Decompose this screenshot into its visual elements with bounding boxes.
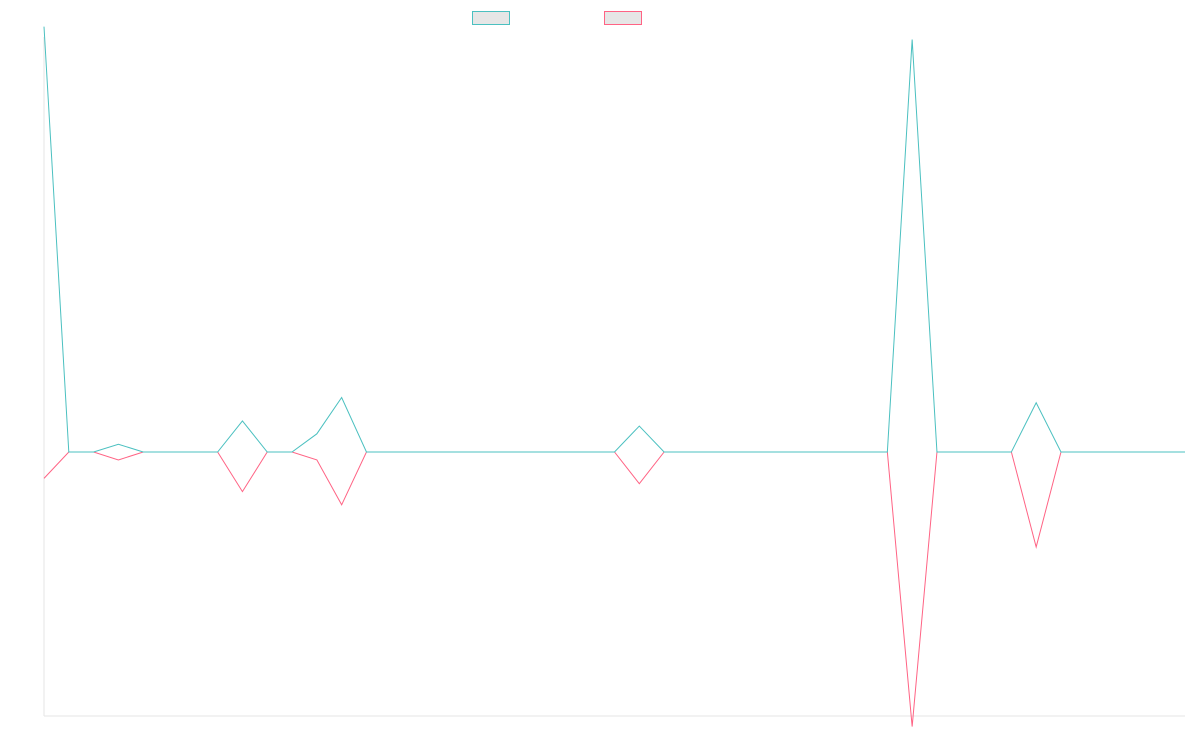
legend-item-pink-series[interactable]: [604, 8, 650, 28]
legend: [0, 8, 1200, 28]
series-line-teal: [43, 26, 1185, 453]
series-layer: [43, 26, 1185, 727]
legend-item-teal-series[interactable]: [472, 8, 518, 28]
legend-swatch-teal: [472, 11, 510, 25]
legend-swatch-pink: [604, 11, 642, 25]
series-line-pink: [43, 451, 1185, 727]
